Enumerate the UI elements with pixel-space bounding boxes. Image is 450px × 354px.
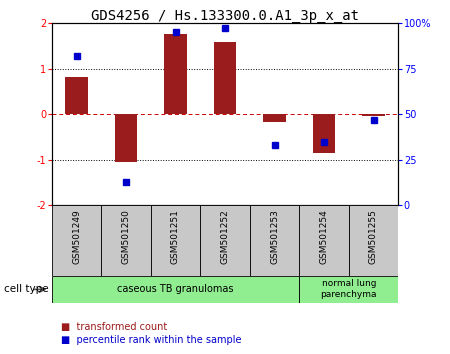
- Text: GSM501250: GSM501250: [122, 209, 130, 264]
- Bar: [313, 114, 335, 153]
- Bar: [349, 205, 398, 276]
- Bar: [52, 276, 299, 303]
- Bar: [200, 205, 250, 276]
- Text: GSM501251: GSM501251: [171, 209, 180, 264]
- Text: caseous TB granulomas: caseous TB granulomas: [117, 284, 234, 295]
- Bar: [362, 114, 385, 115]
- Bar: [52, 205, 101, 276]
- Text: ■  transformed count: ■ transformed count: [61, 322, 167, 332]
- Bar: [214, 42, 236, 114]
- Text: GDS4256 / Hs.133300.0.A1_3p_x_at: GDS4256 / Hs.133300.0.A1_3p_x_at: [91, 9, 359, 23]
- Text: GSM501254: GSM501254: [320, 209, 328, 264]
- Bar: [263, 114, 286, 122]
- Bar: [101, 205, 151, 276]
- Bar: [65, 77, 88, 114]
- Bar: [151, 205, 200, 276]
- Bar: [299, 276, 398, 303]
- Bar: [164, 34, 187, 114]
- Text: cell type: cell type: [4, 284, 49, 295]
- Bar: [299, 205, 349, 276]
- Text: normal lung
parenchyma: normal lung parenchyma: [320, 279, 377, 299]
- Text: GSM501249: GSM501249: [72, 209, 81, 264]
- Text: GSM501253: GSM501253: [270, 209, 279, 264]
- Text: ■  percentile rank within the sample: ■ percentile rank within the sample: [61, 335, 241, 345]
- Text: GSM501255: GSM501255: [369, 209, 378, 264]
- Bar: [250, 205, 299, 276]
- Text: GSM501252: GSM501252: [220, 209, 230, 264]
- Bar: [115, 114, 137, 162]
